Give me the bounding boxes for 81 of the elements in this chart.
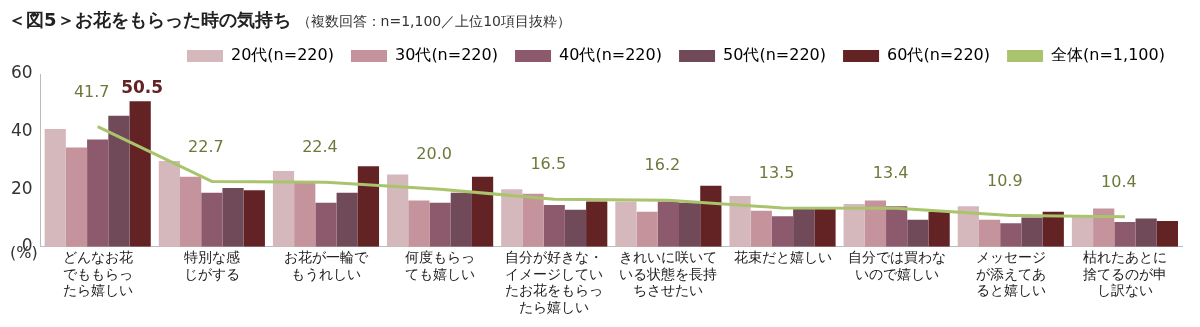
bar bbox=[429, 202, 451, 247]
bar bbox=[543, 205, 565, 247]
bar bbox=[179, 176, 202, 247]
chart-title: ＜図5＞お花をもらった時の気持ち bbox=[8, 9, 291, 30]
x-tick-label: 特別な感じがする bbox=[183, 248, 240, 282]
bar bbox=[65, 147, 88, 247]
bar bbox=[315, 202, 337, 247]
x-tick-label: メッセージが添えてあると嬉しい bbox=[975, 248, 1046, 299]
data-label: 41.7 bbox=[73, 81, 110, 101]
y-tick-label: 60 bbox=[10, 62, 33, 83]
y-tick-label: 40 bbox=[10, 120, 33, 141]
legend-label: 50代(n=220) bbox=[723, 45, 832, 65]
bar bbox=[636, 211, 658, 247]
data-label: 50.5 bbox=[121, 77, 164, 98]
legend-label: 30代(n=220) bbox=[395, 45, 504, 65]
bar bbox=[450, 192, 472, 247]
bar bbox=[222, 188, 244, 247]
bar bbox=[522, 193, 544, 247]
bar bbox=[978, 219, 1001, 247]
bar bbox=[771, 216, 794, 247]
bar bbox=[1093, 208, 1115, 247]
bar bbox=[357, 166, 380, 247]
x-tick-label: きれいに咲いている状態を長持ちさせたい bbox=[619, 248, 718, 299]
bar bbox=[201, 192, 223, 247]
bar bbox=[158, 160, 180, 247]
bar bbox=[1071, 216, 1094, 247]
bar bbox=[843, 203, 865, 247]
bar bbox=[336, 192, 358, 247]
bar bbox=[615, 201, 637, 247]
bar bbox=[1114, 222, 1136, 247]
data-label: 22.4 bbox=[302, 137, 338, 157]
bar bbox=[657, 201, 679, 247]
bar bbox=[294, 182, 316, 247]
bar bbox=[928, 211, 950, 247]
legend-label: 40代(n=220) bbox=[559, 45, 668, 65]
legend-label: 20代(n=220) bbox=[231, 45, 340, 65]
x-tick-label: 枯れたあとに捨てるのが申し訳ない bbox=[1082, 248, 1167, 299]
bar bbox=[272, 171, 295, 247]
bar bbox=[1156, 220, 1179, 247]
bar bbox=[679, 202, 701, 247]
data-label: 10.4 bbox=[1101, 172, 1137, 191]
bar bbox=[814, 207, 836, 247]
bar bbox=[408, 200, 430, 247]
bar bbox=[129, 101, 151, 247]
data-label: 22.7 bbox=[188, 136, 224, 156]
bar bbox=[700, 185, 722, 247]
bar bbox=[907, 219, 929, 247]
data-label: 16.2 bbox=[644, 155, 681, 175]
bar bbox=[243, 190, 265, 247]
data-label: 10.9 bbox=[986, 170, 1023, 190]
x-tick-label: どんなお花でももらったら嬉しい bbox=[62, 248, 133, 299]
legend-label: 60代(n=220) bbox=[887, 45, 996, 65]
bar bbox=[108, 115, 130, 247]
data-label: 16.5 bbox=[530, 154, 567, 174]
legend-label: 全体(n=1,100) bbox=[1051, 45, 1170, 65]
bar bbox=[1021, 217, 1043, 247]
bar bbox=[957, 206, 979, 247]
x-tick-label: お花が一輪でもうれしい bbox=[283, 248, 369, 282]
bar bbox=[501, 189, 523, 247]
bar bbox=[471, 176, 494, 247]
bar bbox=[886, 206, 908, 247]
data-label: 13.5 bbox=[758, 163, 795, 183]
bar bbox=[793, 207, 815, 247]
bar bbox=[1135, 218, 1157, 247]
chart-subtitle: （複数回答：n=1,100／上位10項目抜粋） bbox=[296, 13, 572, 29]
x-tick-label: 花束だと嬉しい bbox=[733, 248, 832, 265]
bar bbox=[387, 174, 409, 247]
bar bbox=[44, 129, 66, 247]
data-label: 13.4 bbox=[872, 163, 909, 183]
bar bbox=[564, 209, 587, 247]
bar bbox=[729, 196, 751, 247]
bar bbox=[87, 139, 109, 247]
x-tick-label: 自分では買わないので嬉しい bbox=[847, 248, 946, 282]
x-tick-label: 何度もらっても嬉しい bbox=[405, 248, 476, 282]
bar bbox=[750, 210, 772, 247]
bar bbox=[1000, 223, 1022, 247]
data-label: 20.0 bbox=[416, 144, 452, 164]
x-tick-label: 自分が好きな・イメージしていたお花をもらったら嬉しい bbox=[505, 248, 604, 316]
bar bbox=[864, 200, 887, 247]
bar bbox=[586, 201, 608, 247]
y-tick-label: 20 bbox=[10, 177, 33, 198]
